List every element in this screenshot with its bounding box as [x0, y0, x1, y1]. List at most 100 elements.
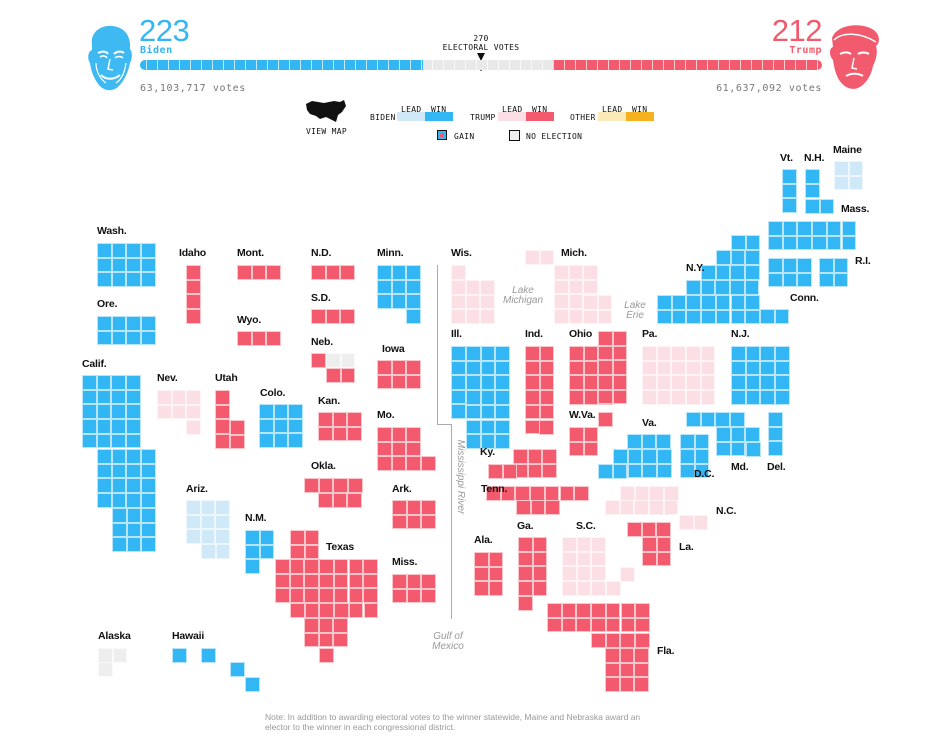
electoral-vote-square	[377, 265, 392, 280]
electoral-vote-square	[774, 309, 790, 324]
progress-divider	[355, 60, 356, 70]
electoral-vote-square	[671, 309, 687, 325]
biden-ev-count: 223	[139, 13, 190, 48]
electoral-vote-square	[782, 169, 797, 184]
electoral-vote-square	[406, 427, 422, 442]
progress-divider	[542, 60, 543, 70]
electoral-vote-square	[568, 309, 584, 324]
electoral-vote-square	[768, 441, 783, 457]
electoral-vote-square	[126, 433, 141, 449]
electoral-vote-square	[612, 345, 628, 361]
state-label-idaho: Idaho	[179, 247, 206, 259]
electoral-vote-square	[259, 544, 275, 560]
biden-portrait-icon	[88, 25, 132, 91]
biden-popular-votes: 63,103,717 votes	[140, 83, 246, 94]
electoral-vote-square	[620, 567, 635, 582]
electoral-vote-square	[111, 330, 127, 346]
electoral-vote-square	[745, 427, 761, 442]
electoral-vote-square	[730, 412, 745, 427]
electoral-vote-square	[525, 360, 540, 376]
electoral-vote-square	[126, 389, 141, 405]
electoral-vote-square	[539, 346, 555, 361]
legend-trump-lead-swatch	[498, 112, 526, 121]
electoral-vote-square	[701, 309, 716, 325]
electoral-vote-square	[495, 346, 511, 361]
progress-divider	[762, 60, 763, 70]
electoral-vote-square	[421, 514, 437, 530]
electoral-vote-square	[745, 295, 760, 310]
electoral-vote-square	[620, 603, 636, 618]
electoral-vote-square	[466, 390, 481, 405]
electoral-vote-square	[215, 500, 231, 515]
electoral-vote-square	[488, 552, 504, 567]
electoral-vote-square	[671, 346, 687, 361]
electoral-vote-square	[568, 294, 584, 310]
electoral-vote-square	[304, 559, 320, 574]
electoral-vote-square	[583, 390, 599, 405]
trump-popular-votes: 61,637,092 votes	[716, 83, 822, 94]
electoral-vote-square	[562, 566, 577, 582]
electoral-vote-square	[311, 353, 326, 368]
electoral-vote-square	[649, 486, 665, 501]
electoral-vote-square	[657, 463, 672, 479]
electoral-vote-square	[634, 677, 650, 693]
electoral-vote-square	[518, 596, 533, 611]
electoral-vote-square	[304, 632, 319, 648]
electoral-vote-square	[200, 529, 216, 545]
legend-trump-win-swatch	[526, 112, 554, 121]
view-map-button[interactable]: VIEW MAP	[304, 98, 348, 136]
mississippi-line-bend	[437, 424, 451, 425]
electoral-vote-square	[694, 463, 710, 479]
electoral-vote-square	[245, 559, 260, 574]
electoral-vote-square	[627, 463, 643, 479]
progress-divider	[718, 60, 719, 70]
electoral-vote-square	[326, 353, 341, 368]
electoral-vote-square	[97, 316, 112, 331]
electoral-vote-square	[656, 537, 672, 552]
electoral-vote-square	[259, 404, 274, 419]
state-label-n-c: N.C.	[716, 505, 737, 517]
gain-swatch-icon	[437, 130, 447, 140]
state-label-del: Del.	[767, 461, 786, 473]
electoral-vote-square	[186, 404, 202, 420]
electoral-vote-square	[731, 235, 746, 250]
electoral-vote-square	[111, 449, 127, 464]
progress-divider	[366, 60, 367, 70]
electoral-vote-square	[186, 500, 201, 515]
electoral-vote-square	[544, 486, 560, 501]
electoral-vote-square	[642, 360, 657, 376]
electoral-vote-square	[82, 404, 97, 420]
state-label-s-d: S.D.	[311, 292, 331, 304]
progress-divider	[322, 60, 323, 70]
electoral-vote-square	[700, 375, 716, 391]
electoral-vote-square	[377, 360, 392, 375]
electoral-vote-square	[466, 404, 481, 420]
legend-other-win-label: WIN	[632, 105, 648, 114]
electoral-vote-square	[495, 360, 511, 376]
state-label-conn: Conn.	[790, 292, 819, 304]
electoral-vote-square	[539, 404, 555, 420]
electoral-vote-square	[141, 508, 157, 523]
electoral-vote-square	[826, 221, 842, 236]
electoral-vote-square	[259, 418, 274, 434]
electoral-vote-square	[237, 331, 252, 346]
footnote: Note: In addition to awarding electoral …	[265, 712, 641, 732]
electoral-vote-square	[111, 404, 127, 420]
electoral-vote-square	[768, 258, 783, 273]
electoral-vote-square	[288, 418, 304, 434]
electoral-vote-square	[700, 412, 716, 427]
electoral-vote-square	[347, 426, 363, 442]
electoral-vote-square	[480, 404, 496, 420]
electoral-vote-square	[627, 522, 642, 537]
electoral-vote-square	[745, 375, 761, 391]
state-label-hawaii: Hawaii	[172, 630, 205, 642]
state-label-minn: Minn.	[377, 247, 404, 259]
mississippi-river-label: Mississippi River	[455, 439, 466, 515]
electoral-vote-square	[635, 633, 650, 648]
electoral-vote-square	[347, 493, 363, 508]
electoral-vote-square	[82, 419, 97, 434]
view-map-label: VIEW MAP	[306, 127, 347, 136]
electoral-vote-square	[797, 258, 813, 273]
electoral-vote-square	[760, 346, 776, 361]
us-map-icon	[306, 100, 346, 122]
